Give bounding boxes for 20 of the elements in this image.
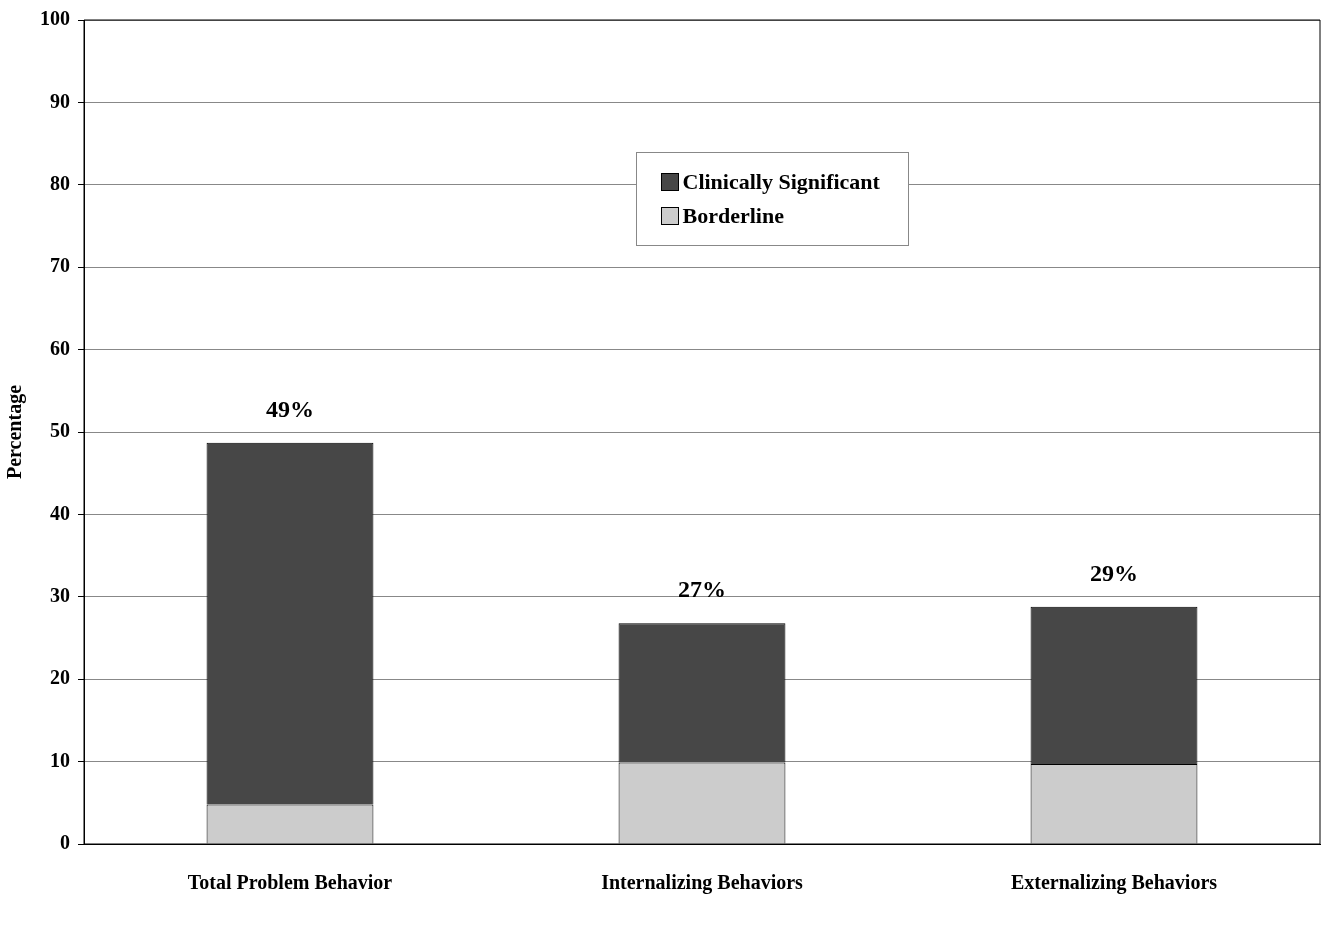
total-label: 29% <box>1090 559 1138 586</box>
total-label: 27% <box>678 576 726 603</box>
y-tick-label: 60 <box>50 336 70 359</box>
x-tick-label: Internalizing Behaviors <box>601 871 804 895</box>
legend-label: Borderline <box>682 202 784 229</box>
y-tick-label: 50 <box>50 419 70 442</box>
y-axis-title: Percentage <box>3 384 27 480</box>
y-tick-label: 30 <box>50 583 70 606</box>
x-tick-label: Total Problem Behavior <box>187 871 393 894</box>
total-label: 49% <box>266 395 314 422</box>
y-tick-label: 40 <box>50 501 70 524</box>
x-tick-label: Externalizing Behaviors <box>1010 871 1218 895</box>
y-tick-label: 20 <box>50 666 70 689</box>
y-tick-label: 90 <box>50 89 70 112</box>
y-tick-label: 10 <box>50 748 70 771</box>
y-tick-label: 70 <box>50 254 70 277</box>
y-tick-label: 0 <box>60 831 70 854</box>
y-tick-label: 100 <box>40 7 70 30</box>
y-tick-label: 80 <box>50 171 70 194</box>
legend-label: Clinically Significant <box>682 168 880 195</box>
